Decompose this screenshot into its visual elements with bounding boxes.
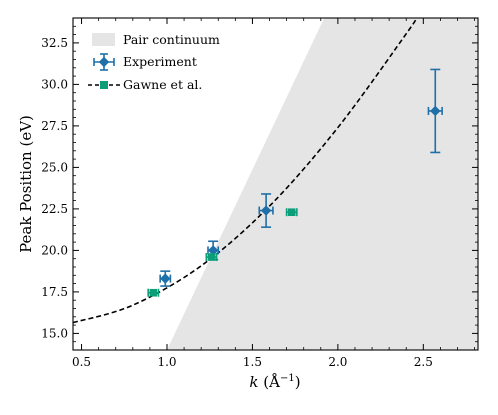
gawne-point xyxy=(147,288,160,297)
gawne-marker xyxy=(287,208,296,217)
x-tick-label: 1.5 xyxy=(243,355,262,369)
legend-label-gawne: Gawne et al. xyxy=(123,77,202,92)
gawne-marker xyxy=(149,288,158,297)
plot-area xyxy=(73,18,478,350)
x-axis-unit-close: ) xyxy=(295,373,301,391)
experiment-point xyxy=(207,240,220,261)
legend-marker-gawne xyxy=(88,81,120,89)
experiment-marker xyxy=(430,105,441,117)
x-axis-label: k (Å−1) xyxy=(249,373,300,391)
gawne-dashed-curve xyxy=(73,18,418,324)
legend-label-experiment: Experiment xyxy=(123,54,197,69)
gawne-marker xyxy=(207,253,216,261)
experiment-marker xyxy=(207,245,219,256)
legend-experiment-diamond xyxy=(98,56,110,68)
x-tick-label: 0.5 xyxy=(72,355,91,369)
experiment-marker xyxy=(260,205,272,216)
x-tick-label: 1.0 xyxy=(157,355,176,369)
y-tick-label: 25.0 xyxy=(41,160,68,174)
x-axis-symbol: k xyxy=(249,373,258,391)
y-tick-label: 32.5 xyxy=(41,36,68,50)
y-tick-label: 22.5 xyxy=(41,202,68,216)
x-axis-unit: (Å xyxy=(259,373,281,391)
y-axis-label: Peak Position (eV) xyxy=(17,115,35,253)
experiment-point xyxy=(159,270,172,287)
y-tick-label: 27.5 xyxy=(41,119,68,133)
x-axis-unit-exponent: −1 xyxy=(280,373,295,384)
experiment-marker xyxy=(160,273,171,284)
legend-patch-pair-continuum xyxy=(92,33,115,46)
y-tick-label: 17.5 xyxy=(41,285,68,299)
x-tick-label: 2.5 xyxy=(414,355,433,369)
legend: Pair continuum Experiment Gawne et al. xyxy=(88,32,220,92)
legend-marker-experiment xyxy=(93,53,115,71)
experiment-point xyxy=(427,68,443,154)
gawne-point xyxy=(285,208,298,217)
gawne-point xyxy=(205,253,218,262)
y-tick-label: 20.0 xyxy=(41,243,68,257)
y-tick-label: 30.0 xyxy=(41,77,68,91)
pair-continuum-region xyxy=(166,18,478,350)
experiment-point xyxy=(258,193,274,228)
x-tick-label: 2.0 xyxy=(328,355,347,369)
y-tick-label: 15.0 xyxy=(41,326,68,340)
legend-label-pair-continuum: Pair continuum xyxy=(123,32,220,47)
